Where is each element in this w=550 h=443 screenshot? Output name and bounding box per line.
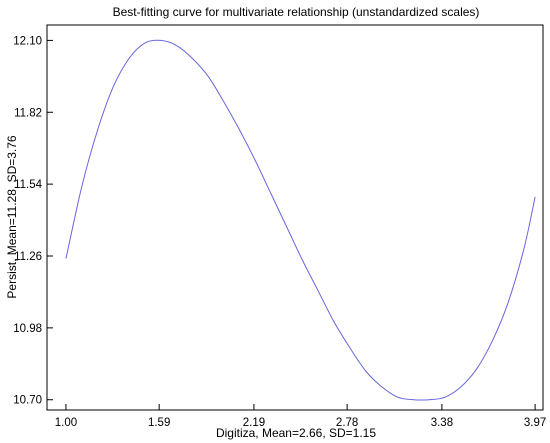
x-tick-label: 1.00 xyxy=(55,417,77,429)
x-axis: 1.00 1.59 2.19 2.78 3.38 3.97 xyxy=(55,404,546,429)
chart-title: Best-fitting curve for multivariate rela… xyxy=(113,5,480,19)
y-axis: 12.10 11.82 11.54 11.26 10.98 10.70 xyxy=(13,35,53,407)
y-tick-label: 10.98 xyxy=(13,323,42,335)
x-tick-label: 1.59 xyxy=(148,417,170,429)
y-axis-label: Persist, Mean=11.28, SD=3.76 xyxy=(5,135,19,299)
x-axis-label: Digitiza, Mean=2.66, SD=1.15 xyxy=(216,426,376,440)
x-tick-label: 2.19 xyxy=(243,417,265,429)
x-tick-label: 3.97 xyxy=(524,417,546,429)
y-tick-label: 10.70 xyxy=(13,395,42,407)
y-tick-label: 11.54 xyxy=(14,179,43,191)
y-tick-label: 11.82 xyxy=(14,107,42,119)
series-line xyxy=(65,39,536,401)
x-tick-label: 3.38 xyxy=(431,417,453,429)
y-tick-label: 11.26 xyxy=(14,251,42,263)
x-tick-label: 2.78 xyxy=(336,417,358,429)
plot-frame xyxy=(46,24,544,411)
y-tick-label: 12.10 xyxy=(13,35,42,47)
